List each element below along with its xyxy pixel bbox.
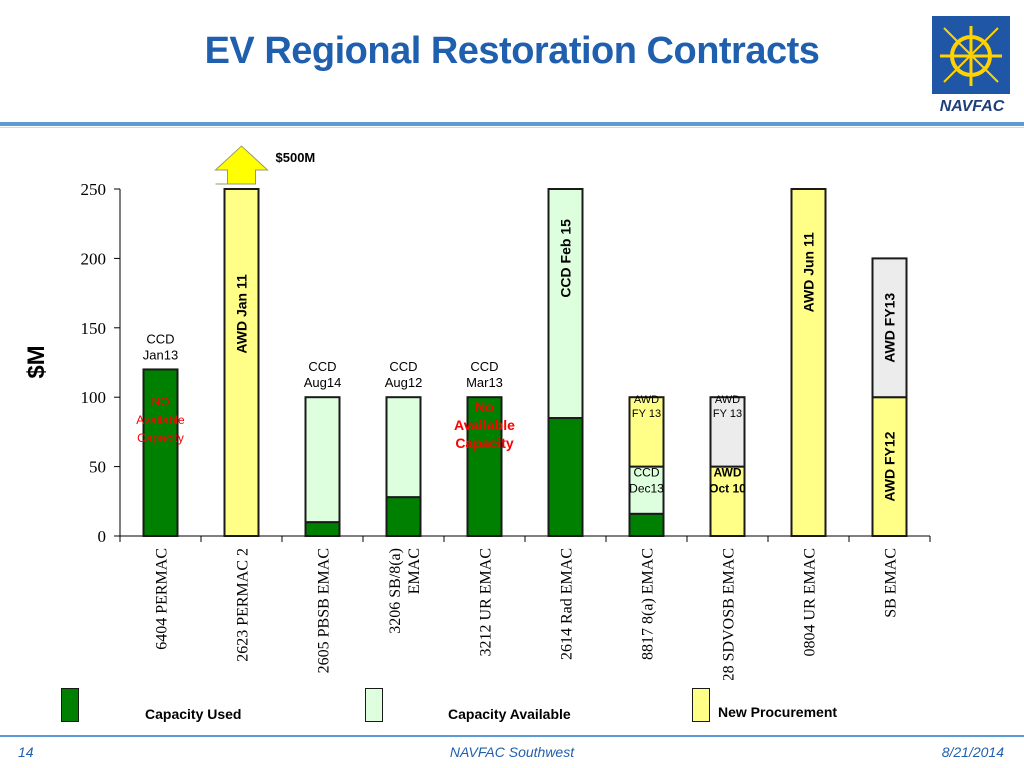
data-label: AWD Jun 11	[801, 232, 817, 312]
x-tick-label: 8817 8(a) EMAC	[640, 548, 657, 660]
x-tick-label: 2605 PBSB EMAC	[316, 548, 333, 673]
bar-segment-used	[547, 417, 584, 537]
bar-segment-used	[304, 521, 341, 537]
x-tick-label: 3206 SB/8(a) EMAC	[387, 548, 423, 634]
x-tick-label: 3212 UR EMAC	[478, 548, 495, 656]
data-label: No Available Capacity	[454, 399, 515, 451]
bar-segment-gray	[871, 257, 908, 399]
data-label: CCD Feb 15	[558, 219, 574, 298]
logo-wordmark: NAVFAC	[939, 98, 1005, 115]
y-tick-label: 250	[81, 180, 107, 199]
legend-swatch-new	[692, 688, 710, 722]
x-tick-label: 6404 PERMAC	[154, 548, 171, 650]
x-tick-label: 2614 Rad EMAC	[559, 548, 576, 660]
bar-segment-new	[223, 188, 260, 537]
bar-chart: 0 50 100 150 200 250 $M $500M 6404 PERMAC 2623 PE…	[23, 145, 931, 680]
bar-segment-used	[142, 368, 179, 537]
data-label: CCD Aug14	[304, 359, 342, 390]
legend-label-available: Capacity Available	[448, 706, 571, 722]
data-label: CCD Aug12	[385, 359, 423, 390]
bar-segment-available	[385, 396, 422, 499]
data-label: AWD FY12	[882, 431, 898, 501]
legend-label-used: Capacity Used	[145, 706, 242, 722]
overflow-arrow-icon	[214, 145, 269, 185]
footer-divider	[0, 735, 1024, 737]
y-tick-label: 100	[81, 388, 107, 407]
legend-swatch-used	[61, 688, 79, 722]
bar-segment-gray	[709, 396, 746, 468]
y-tick-label: 0	[98, 527, 107, 546]
data-label: CCD Mar13	[466, 359, 503, 390]
footer-page-number: 14	[18, 744, 34, 760]
footer-date: 8/21/2014	[941, 744, 1004, 760]
x-tick-label: 2623 PERMAC 2	[235, 548, 252, 662]
navfac-emblem-icon	[932, 16, 1010, 94]
title-divider	[0, 122, 1024, 126]
bar-segment-available	[304, 396, 341, 524]
bar-segment-used	[385, 496, 422, 537]
y-tick-label: 200	[81, 249, 107, 268]
page-title: EV Regional Restoration Contracts	[204, 30, 820, 72]
bar-segment-used	[628, 512, 665, 537]
y-axis-title: $M	[23, 345, 50, 378]
bar-segment-used	[466, 396, 503, 538]
data-label: AWD Oct 10	[709, 465, 746, 495]
title-divider-thin	[0, 127, 1024, 128]
legend-label-new: New Procurement	[718, 704, 838, 720]
bar-segment-available	[547, 188, 584, 420]
x-tick-label: 0804 UR EMAC	[802, 548, 819, 656]
bar-segment-new	[790, 188, 827, 537]
y-tick-label: 150	[81, 319, 107, 338]
legend-swatch-available	[365, 688, 383, 722]
bar-segment-new	[628, 396, 665, 468]
data-label: CCD Jan13	[143, 331, 178, 362]
x-tick-label: 2628 SDVOSB EMAC	[721, 548, 738, 680]
navfac-logo: NAVFAC	[930, 16, 1014, 116]
data-label: AWD FY13	[882, 293, 898, 363]
footer-org: NAVFAC Southwest	[449, 744, 575, 760]
data-label: CCD Dec13	[629, 465, 664, 495]
data-label: AWD FY 13	[632, 394, 661, 420]
x-tick-label: SB EMAC	[883, 548, 900, 618]
data-label: AWD Jan 11	[234, 274, 250, 354]
data-label: AWD FY 13	[713, 394, 742, 420]
data-label: NO Available Capacity	[136, 395, 185, 445]
overflow-label: $500M	[276, 150, 316, 165]
y-tick-label: 50	[89, 458, 106, 477]
